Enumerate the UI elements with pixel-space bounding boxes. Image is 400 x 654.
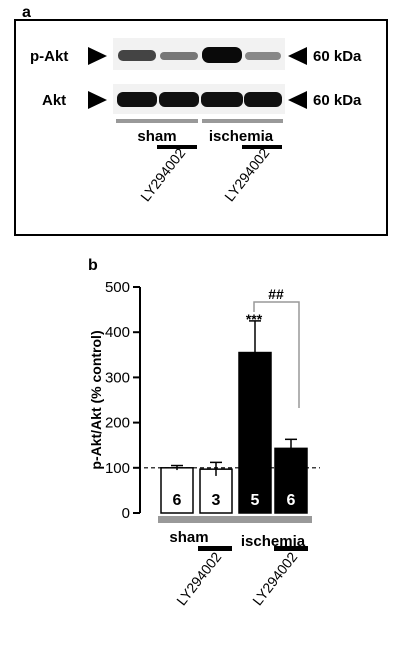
band-akt-ischemia (201, 92, 243, 107)
bar (238, 351, 272, 514)
panel-a-letter: a (22, 4, 31, 21)
band-akt-sham (117, 92, 157, 107)
group-label-sham: sham (137, 128, 176, 145)
y-tick-label: 200 (105, 415, 130, 432)
treatment-label-b-sham: LY294002 (173, 549, 224, 609)
bar-n-label: 6 (173, 492, 182, 509)
bar-n-label: 6 (287, 492, 296, 509)
treatment-bar-ischemia (242, 145, 282, 149)
y-tick-label: 0 (122, 505, 130, 522)
bar-n-label: 5 (251, 492, 260, 509)
row-label-akt: Akt (42, 92, 66, 109)
group-label-b-ischemia: ischemia (241, 533, 306, 550)
treatment-bar-b-sham (198, 546, 232, 551)
treatment-label-b-ischemia: LY294002 (249, 549, 300, 609)
arrow-right-akt-icon (88, 91, 107, 109)
group-label-b-sham: sham (169, 529, 208, 546)
band-p-akt-ischemia-ly294002 (245, 52, 281, 60)
bar-series: 6 3 5 6 (144, 320, 320, 514)
bar-n-label: 3 (212, 492, 221, 509)
y-axis-title: p-Akt/Akt (% control) (88, 330, 104, 469)
y-axis: 0 100 200 300 400 500 (105, 279, 141, 522)
y-tick-label: 500 (105, 279, 130, 296)
arrow-right-p-akt-icon (88, 47, 107, 65)
row-label-p-akt: p-Akt (30, 48, 68, 65)
treatment-bar-sham (157, 145, 197, 149)
arrow-left-akt-icon (288, 91, 307, 109)
group-bar-ischemia (202, 119, 283, 123)
comparison-bracket (253, 301, 300, 408)
mw-label-p-akt: 60 kDa (313, 48, 362, 65)
y-tick-label: 100 (105, 460, 130, 477)
mw-label-akt: 60 kDa (313, 92, 362, 109)
significance-vs-ischemia: ## (268, 286, 284, 302)
y-tick-label: 300 (105, 369, 130, 386)
arrow-left-p-akt-icon (288, 47, 307, 65)
bar (160, 467, 194, 514)
bar (199, 468, 233, 514)
y-tick-label: 400 (105, 324, 130, 341)
band-akt-sham-ly294002 (159, 92, 199, 107)
panel-a-frame (14, 19, 388, 236)
treatment-label-sham: LY294002 (137, 145, 188, 205)
panel-b-letter: b (88, 257, 98, 274)
panel-a: a p-Akt 60 kDa Akt 60 kDa sham ischemia … (14, 4, 388, 236)
band-p-akt-sham-ly294002 (160, 52, 198, 60)
group-label-ischemia: ischemia (209, 128, 274, 145)
group-bar-sham (116, 119, 198, 123)
significance-vs-sham: *** (246, 311, 263, 327)
group-bar-b (158, 516, 312, 523)
band-akt-ischemia-ly294002 (244, 92, 282, 107)
panel-b: b p-Akt/Akt (% control) 0 100 200 300 400 500… (88, 257, 320, 608)
band-p-akt-ischemia (202, 47, 242, 63)
treatment-bar-b-ischemia (274, 546, 308, 551)
bar (274, 447, 308, 514)
treatment-label-ischemia: LY294002 (221, 145, 272, 205)
band-p-akt-sham (118, 50, 156, 61)
